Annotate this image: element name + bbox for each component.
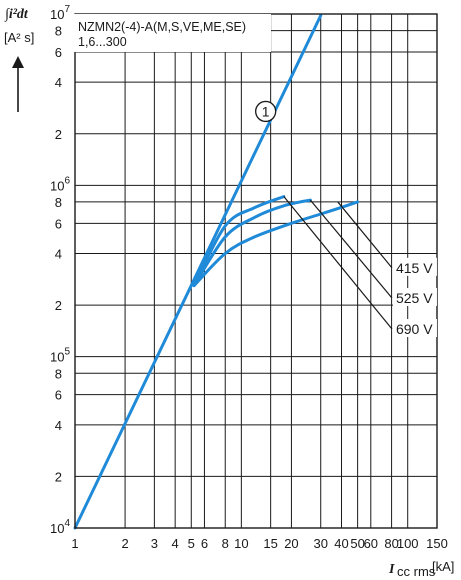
circled-marker xyxy=(255,100,277,123)
y-axis-title: ∫i²dt xyxy=(4,7,29,22)
x-tick-label: 8 xyxy=(222,536,229,551)
grid xyxy=(74,13,438,529)
voltage-leader-line xyxy=(337,201,393,269)
x-tick-label: 2 xyxy=(121,536,128,551)
voltage-label-bg xyxy=(392,287,437,306)
x-tick-label: 100 xyxy=(397,536,419,551)
x-tick-label: 6 xyxy=(201,536,208,551)
x-tick-label: 60 xyxy=(364,536,378,551)
y-tick-label: 2 xyxy=(55,298,62,313)
y-tick-mantissa: 10 xyxy=(50,178,64,193)
x-axis-unit: [kA] xyxy=(432,559,454,574)
x-axis-title-subscript: cc rms xyxy=(397,564,436,579)
y-tick-label: 8 xyxy=(55,195,62,210)
y-tick-label: 2 xyxy=(55,127,62,142)
x-tick-label: 30 xyxy=(313,536,327,551)
voltage-label-bg xyxy=(392,257,437,276)
y-tick-label: 6 xyxy=(55,388,62,403)
y-tick-exponent: 4 xyxy=(64,518,70,529)
x-tick-label: 4 xyxy=(172,536,179,551)
y-tick-label: 4 xyxy=(55,247,62,262)
x-tick-label: 80 xyxy=(384,536,398,551)
y-tick-label: 107 xyxy=(50,4,70,22)
y-tick-label: 4 xyxy=(55,418,62,433)
up-arrow-icon xyxy=(12,56,24,112)
plot-border xyxy=(74,13,438,529)
x-tick-label: 150 xyxy=(426,536,448,551)
series-line-1 xyxy=(73,14,323,530)
y-tick-exponent: 7 xyxy=(64,4,70,15)
voltage-label: 690 V xyxy=(396,321,433,337)
y-tick-mantissa: 10 xyxy=(50,521,64,536)
annotations: 1 415 V 525 V 690 V xyxy=(255,100,437,338)
x-tick-label: 3 xyxy=(151,536,158,551)
x-axis-title-symbol: I xyxy=(388,562,395,577)
y-axis-unit: [A² s] xyxy=(4,30,34,45)
y-tick-exponent: 5 xyxy=(64,347,70,358)
y-tick-label: 8 xyxy=(55,366,62,381)
chart-title-line-1: NZMN2(-4)-A(M,S,VE,ME,SE) xyxy=(78,20,246,34)
x-axis-title: I cc rms [kA] xyxy=(388,559,454,579)
voltage-label: 525 V xyxy=(396,290,433,306)
x-tick-label: 1 xyxy=(71,536,78,551)
x-tick-label: 50 xyxy=(350,536,364,551)
x-tick-label: 5 xyxy=(188,536,195,551)
voltage-label: 415 V xyxy=(396,260,433,276)
x-tick-label: 10 xyxy=(234,536,248,551)
voltage-leader-line xyxy=(309,199,393,299)
y-tick-label: 2 xyxy=(55,469,62,484)
title-box xyxy=(73,14,271,52)
y-tick-label: 4 xyxy=(55,75,62,90)
circled-marker-label: 1 xyxy=(262,103,270,119)
y-tick-label: 106 xyxy=(50,175,70,193)
plot-frame xyxy=(74,13,438,529)
y-tick-label: 104 xyxy=(50,518,70,536)
y-tick-mantissa: 10 xyxy=(50,350,64,365)
voltage-leader-line xyxy=(283,196,393,330)
x-tick-label: 40 xyxy=(334,536,348,551)
y-tick-label: 105 xyxy=(50,347,70,365)
x-tick-label: 20 xyxy=(284,536,298,551)
voltage-label-bg xyxy=(392,319,437,338)
series-line-4 xyxy=(192,195,286,288)
chart-title-line-2: 1,6...300 xyxy=(78,35,127,49)
y-tick-mantissa: 10 xyxy=(50,7,64,22)
series-line-3 xyxy=(192,198,312,288)
x-tick-label: 15 xyxy=(263,536,277,551)
y-tick-label: 6 xyxy=(55,45,62,60)
curves xyxy=(73,14,360,530)
y-tick-label: 8 xyxy=(55,24,62,39)
series-line-2 xyxy=(192,200,360,288)
y-tick-label: 6 xyxy=(55,216,62,231)
y-tick-exponent: 6 xyxy=(64,175,70,186)
